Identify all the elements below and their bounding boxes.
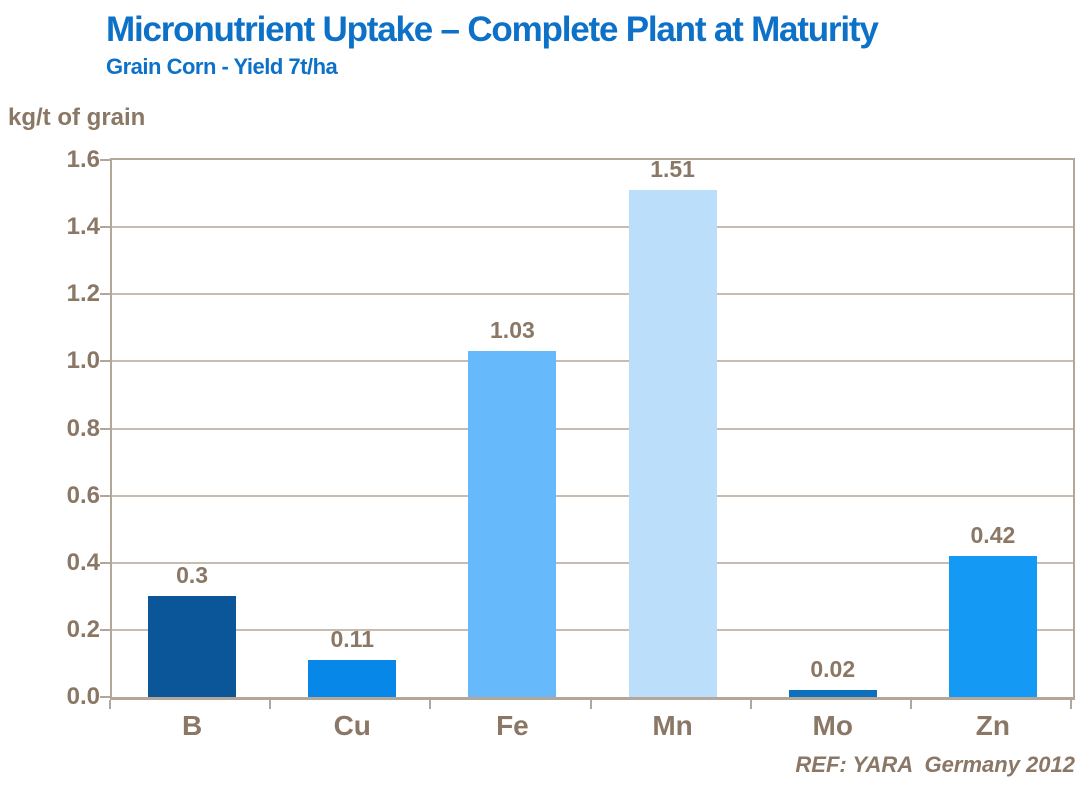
- bar-value-label-Mn: 1.51: [650, 156, 695, 183]
- y-tick-mark: [100, 696, 110, 698]
- x-category-label-Zn: Zn: [975, 710, 1011, 741]
- bar-B: [148, 596, 237, 697]
- plot-area: 0.3 0.11 1.03 1.51 0.02 0.42: [110, 156, 1075, 700]
- x-tick-mark: [749, 700, 752, 709]
- y-tick-label-1.0: 1.0: [66, 347, 100, 375]
- y-tick-mark: [100, 494, 110, 497]
- y-tick-label-0.2: 0.2: [66, 615, 100, 643]
- bar-Fe: [468, 351, 557, 697]
- y-tick-label-0.0: 0.0: [66, 683, 100, 710]
- y-axis-unit-label: kg/t of grain: [8, 104, 146, 131]
- y-tick-mark: [100, 293, 110, 296]
- y-tick-mark: [100, 360, 110, 363]
- bar-value-label-B: 0.3: [176, 562, 209, 589]
- x-tick-mark: [429, 700, 432, 709]
- y-tick-mark: [100, 159, 110, 161]
- bar-value-label-Cu: 0.11: [330, 626, 375, 653]
- x-category-label-B: B: [181, 710, 203, 741]
- bar-value-label-Mo: 0.02: [810, 656, 856, 683]
- y-tick-mark: [100, 226, 110, 229]
- x-category-label-Mo: Mo: [812, 710, 853, 741]
- y-tick-label-0.6: 0.6: [66, 481, 100, 509]
- gridline: [112, 628, 1073, 631]
- x-tick-mark: [269, 700, 272, 709]
- y-tick-label-0.8: 0.8: [66, 414, 100, 442]
- gridline: [112, 293, 1073, 296]
- bar-Cu: [308, 660, 397, 697]
- bar-Mn: [628, 190, 717, 697]
- x-tick-mark: [909, 700, 912, 709]
- y-tick-label-0.4: 0.4: [66, 548, 100, 576]
- y-tick-mark: [100, 427, 110, 430]
- x-tick-mark: [589, 700, 592, 709]
- y-tick-mark: [100, 561, 110, 564]
- gridline: [112, 427, 1073, 430]
- y-tick-label-1.4: 1.4: [66, 213, 100, 241]
- x-category-label-Fe: Fe: [496, 710, 529, 741]
- bar-value-label-Zn: 0.42: [970, 522, 1016, 549]
- gridline: [112, 226, 1073, 229]
- x-tick-mark: [109, 700, 111, 709]
- gridline: [112, 360, 1073, 363]
- gridline: [112, 561, 1073, 564]
- x-category-label-Cu: Cu: [333, 710, 371, 741]
- chart-subtitle: Grain Corn - Yield 7t/ha: [106, 54, 338, 79]
- bar-Mo: [788, 690, 877, 697]
- bar-value-label-Fe: 1.03: [490, 317, 535, 344]
- chart-title: Micronutrient Uptake – Complete Plant at…: [106, 10, 879, 49]
- x-category-label-Mn: Mn: [652, 710, 693, 741]
- bar-Zn: [948, 556, 1037, 697]
- reference-note: REF: YARA Germany 2012: [795, 752, 1075, 777]
- x-tick-mark: [1070, 700, 1072, 709]
- y-tick-label-1.2: 1.2: [66, 280, 100, 308]
- gridline: [112, 494, 1073, 497]
- y-tick-label-1.6: 1.6: [66, 146, 100, 173]
- y-tick-mark: [100, 628, 110, 631]
